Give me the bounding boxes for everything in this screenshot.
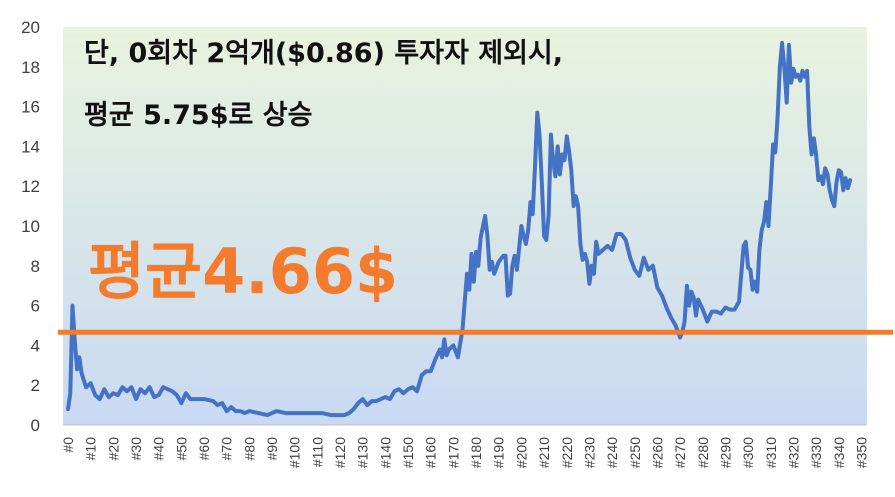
series-layer <box>66 40 853 418</box>
x-tick-label: #310 <box>763 437 779 468</box>
x-tick-label: #140 <box>377 437 393 468</box>
series-line-0 <box>66 40 853 418</box>
y-tick-label: 6 <box>31 297 40 316</box>
y-tick-label: 8 <box>31 257 40 276</box>
x-tick-label: #270 <box>672 437 688 468</box>
x-tick-label: #170 <box>445 437 461 468</box>
x-tick-label: #150 <box>400 437 416 468</box>
x-tick-label: #100 <box>287 437 303 468</box>
x-tick-label: #350 <box>853 437 869 468</box>
x-tick-label: #190 <box>491 437 507 468</box>
y-tick-label: 2 <box>31 376 40 395</box>
average-label: 평균4.66$ <box>88 235 398 308</box>
y-tick-label: 4 <box>31 336 40 355</box>
x-tick-label: #80 <box>241 437 257 461</box>
y-tick-label: 0 <box>31 416 40 435</box>
y-tick-label: 18 <box>21 58 40 77</box>
x-tick-label: #340 <box>831 437 847 468</box>
x-tick-label: #200 <box>513 437 529 468</box>
x-tick-label: #10 <box>83 437 99 461</box>
x-tick-label: #290 <box>717 437 733 468</box>
y-tick-label: 10 <box>21 217 40 236</box>
x-tick-label: #300 <box>740 437 756 468</box>
x-tick-label: #240 <box>604 437 620 468</box>
y-axis-ticks: 0 2 4 6 8 10 12 14 16 18 20 <box>21 18 40 435</box>
x-tick-label: #260 <box>649 437 665 468</box>
y-tick-label: 16 <box>21 98 40 117</box>
annotation-line-1: 단, 0회차 2억개($0.86) 투자자 제외시, <box>84 38 563 69</box>
x-tick-label: #130 <box>355 437 371 468</box>
x-tick-label: #50 <box>173 437 189 461</box>
x-tick-label: #90 <box>264 437 280 461</box>
x-tick-label: #230 <box>581 437 597 468</box>
y-tick-label: 20 <box>21 18 40 37</box>
x-tick-label: #20 <box>105 437 121 461</box>
x-tick-label: #120 <box>332 437 348 468</box>
x-axis-ticks: #0 #10 #20 #30 #40 #50 #60 #70 #80 #90 #100 #110 #12… <box>60 437 869 468</box>
x-tick-label: #330 <box>808 437 824 468</box>
plot-area-background <box>63 27 867 425</box>
x-tick-label: #250 <box>627 437 643 468</box>
x-tick-label: #70 <box>219 437 235 461</box>
x-tick-label: #60 <box>196 437 212 461</box>
x-tick-label: #0 <box>60 437 76 453</box>
annotation-line-2: 평균 5.75$로 상승 <box>84 100 312 131</box>
x-tick-label: #220 <box>559 437 575 468</box>
y-tick-label: 14 <box>21 137 40 156</box>
x-tick-label: #180 <box>468 437 484 468</box>
x-tick-label: #320 <box>785 437 801 468</box>
x-tick-label: #160 <box>423 437 439 468</box>
y-tick-label: 12 <box>21 177 40 196</box>
x-tick-label: #30 <box>128 437 144 461</box>
x-tick-label: #110 <box>309 437 325 467</box>
x-tick-label: #280 <box>695 437 711 468</box>
x-tick-label: #40 <box>151 437 167 461</box>
x-tick-label: #210 <box>536 437 552 468</box>
